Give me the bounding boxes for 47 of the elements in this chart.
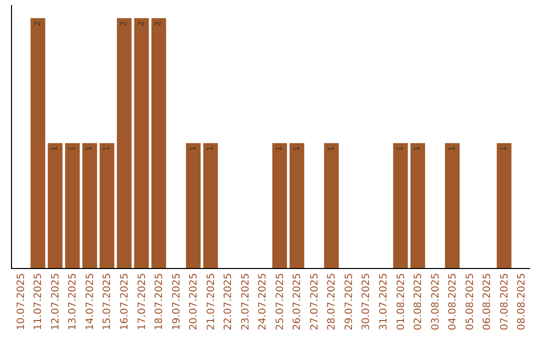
x-tick-label: 30.07.2025 [361, 273, 372, 330]
x-tick-label: 23.07.2025 [240, 273, 252, 330]
x-tick-label: 18.07.2025 [154, 273, 166, 330]
data-label: 1 [499, 146, 508, 152]
x-tick-label: 27.07.2025 [309, 273, 320, 330]
x-tick-label: 28.07.2025 [326, 273, 338, 330]
data-label: 2 [32, 21, 42, 26]
data-label: 1 [84, 146, 94, 152]
x-tick-label: 02.08.2025 [413, 273, 424, 330]
data-label: 1 [274, 146, 284, 152]
x-tick-label: 29.07.2025 [344, 273, 355, 330]
x-tick-label: 25.07.2025 [274, 273, 286, 330]
x-tick-label: 07.08.2025 [499, 273, 510, 330]
data-label: 1 [102, 146, 111, 152]
data-label: 1 [188, 146, 198, 152]
x-tick-label: 04.08.2025 [448, 273, 459, 330]
x-tick-label: 26.07.2025 [292, 273, 304, 330]
x-tick-label: 22.07.2025 [223, 273, 234, 330]
data-label: 2 [136, 21, 146, 26]
x-tick-label: 24.07.2025 [258, 273, 269, 330]
x-tick-label: 06.08.2025 [482, 273, 494, 330]
x-tick-label: 10.07.2025 [16, 273, 27, 330]
data-label: 2 [119, 21, 128, 26]
data-label: 1 [206, 146, 215, 152]
data-label: 1 [326, 146, 336, 152]
x-tick-label: 17.07.2025 [136, 273, 148, 330]
data-label: 2 [154, 21, 163, 26]
data-label: 1 [67, 146, 76, 152]
x-tick-label: 31.07.2025 [378, 273, 390, 330]
x-tick-label: 19.07.2025 [171, 273, 182, 330]
x-tick-label: 01.08.2025 [396, 273, 407, 330]
x-tick-label: 12.07.2025 [50, 273, 62, 330]
x-tick-label: 03.08.2025 [430, 273, 442, 330]
x-tick-label: 05.08.2025 [464, 273, 476, 330]
x-tick-label: 15.07.2025 [102, 273, 114, 330]
x-tick-label: 08.08.2025 [516, 273, 528, 330]
data-label: 1 [50, 146, 60, 152]
data-label: 1 [395, 146, 404, 152]
x-tick-label: 21.07.2025 [206, 273, 217, 330]
x-tick-label: 14.07.2025 [84, 273, 96, 330]
x-tick-label: 13.07.2025 [68, 273, 79, 330]
data-label: 1 [292, 146, 301, 152]
x-tick-label: 11.07.2025 [33, 273, 44, 330]
x-tick-label: 20.07.2025 [188, 273, 200, 330]
data-label: 1 [412, 146, 422, 152]
x-tick-label: 16.07.2025 [119, 273, 130, 330]
data-label: 1 [447, 146, 456, 152]
